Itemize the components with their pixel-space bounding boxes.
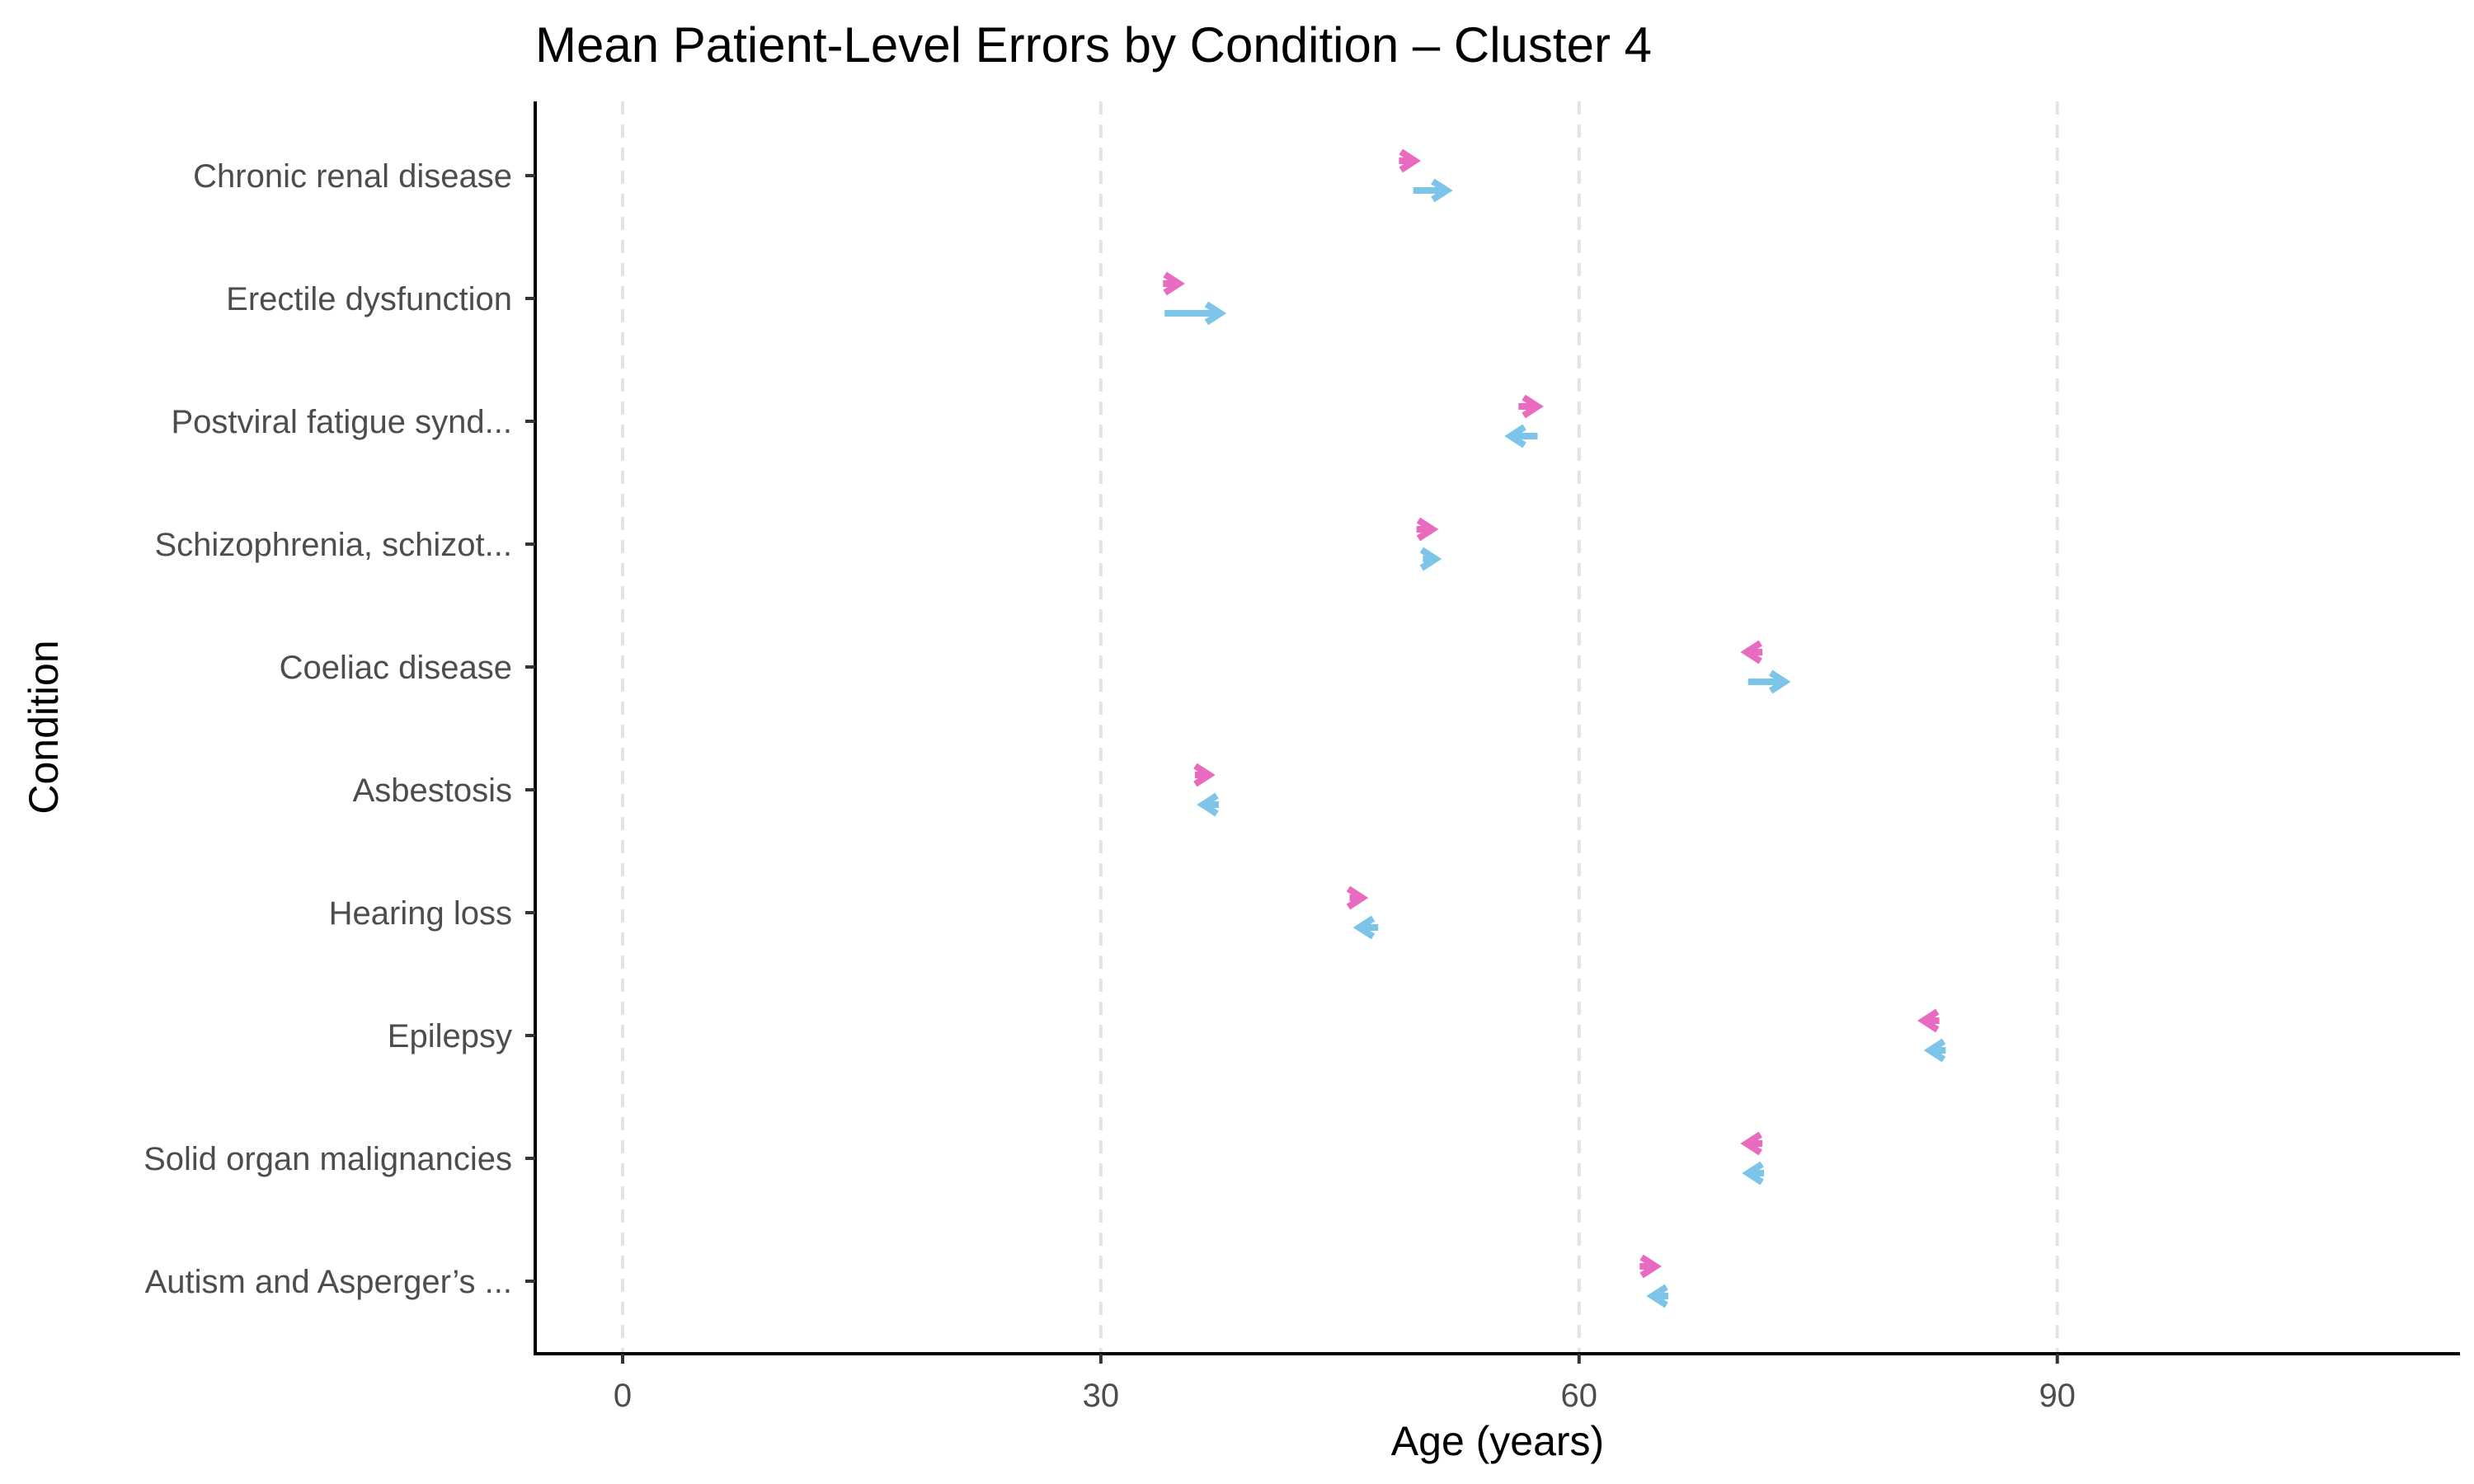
data-arrows [1163,148,1946,1308]
arrow-mark [1518,394,1544,419]
arrow-mark [1740,640,1763,665]
arrow-mark [1163,271,1185,296]
arrow-mark [1504,424,1538,448]
y-tick-label: Coeliac disease [280,650,512,686]
y-tick-label: Schizophrenia, schizot... [154,527,512,563]
x-tick-label: 0 [614,1378,632,1414]
grid-lines [621,101,2059,1354]
y-tick-label: Postviral fatigue synd... [171,404,512,440]
y-tick-label: Erectile dysfunction [226,281,512,317]
y-tick-label: Asbestosis [353,773,512,809]
y-axis-title: Condition [21,640,67,814]
arrow-mark [1197,792,1219,817]
x-tick-label: 90 [2039,1378,2076,1414]
arrow-mark [1193,763,1216,787]
arrow-mark [1419,547,1442,571]
y-tick-label: Solid organ malignancies [143,1141,512,1177]
x-tick-label: 60 [1561,1378,1598,1414]
x-tick-label: 30 [1083,1378,1120,1414]
x-axis-title: Age (years) [1391,1418,1604,1464]
y-tick-label: Hearing loss [329,895,512,932]
arrow-mark [1747,669,1791,694]
arrow-mark [1399,148,1422,173]
arrow-mark [1352,915,1379,940]
arrow-mark [1923,1038,1946,1063]
arrow-mark [1742,1161,1765,1186]
chart-title: Mean Patient-Level Errors by Condition –… [535,17,1652,73]
arrow-mark [1346,885,1369,910]
y-tick-label: Epilepsy [388,1018,512,1054]
arrow-mark [1917,1008,1940,1033]
y-tick-label: Chronic renal disease [193,158,512,195]
y-ticks: Chronic renal disease Erectile dysfunctio… [143,158,535,1300]
x-ticks: 0 30 60 90 [614,1354,2076,1414]
y-tick-label: Autism and Asperger’s ... [145,1264,512,1300]
arrow-mark [1413,178,1453,203]
arrow-mark [1646,1284,1669,1308]
arrow-mark [1416,517,1439,542]
axes [534,101,2460,1355]
arrow-mark [1164,301,1227,326]
arrow-mark [1740,1131,1763,1156]
arrow-mark [1639,1254,1662,1279]
